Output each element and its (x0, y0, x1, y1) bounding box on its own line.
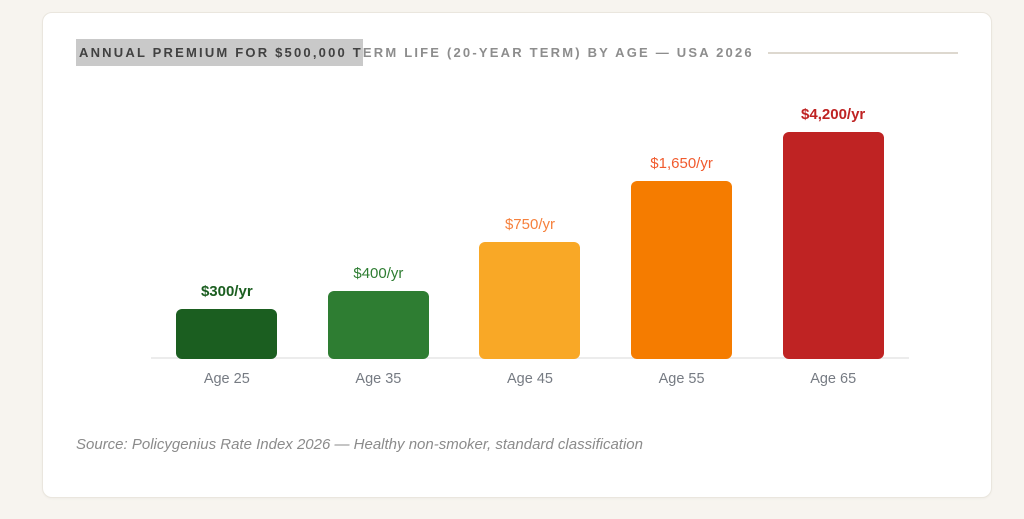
x-axis-tick-label-age-65: Age 65 (810, 371, 857, 387)
bar-column-age-45: $750/yr (454, 103, 606, 359)
bar-column-age-65: $4,200/yr (757, 103, 909, 359)
bar-age-65 (782, 132, 884, 359)
source-note: Source: Policygenius Rate Index 2026 — H… (76, 436, 643, 453)
bar-column-age-35: $400/yr (303, 103, 455, 359)
x-axis-tick-label-age-35: Age 35 (355, 371, 402, 387)
bar-value-label-age-65: $4,200/yr (801, 106, 866, 123)
bar-value-label-age-35: $400/yr (353, 265, 404, 282)
chart-title-highlighted-text: ANNUAL PREMIUM FOR $500,000 T (76, 39, 363, 66)
bar-value-label-age-45: $750/yr (504, 216, 555, 233)
x-axis-tick-label-age-55: Age 55 (658, 371, 705, 387)
x-axis-tick-labels-row: Age 25 Age 35 Age 45 Age 55 Age 65 (151, 371, 909, 387)
bar-column-age-55: $1,650/yr (606, 103, 758, 359)
bar-age-55 (631, 181, 733, 359)
bar-chart-plot-area: $300/yr $400/yr $750/yr $1,650/yr $4,200/yr (151, 103, 909, 359)
bar-age-35 (327, 291, 429, 359)
chart-title-rest-text: ERM LIFE (20-YEAR TERM) BY AGE — USA 202… (362, 45, 754, 60)
chart-header: ANNUAL PREMIUM FOR $500,000 TERM LIFE (2… (76, 39, 958, 66)
x-axis-tick-label-age-25: Age 25 (203, 371, 250, 387)
bar-age-45 (479, 242, 581, 359)
bar-value-label-age-55: $1,650/yr (650, 155, 713, 172)
chart-title: ANNUAL PREMIUM FOR $500,000 TERM LIFE (2… (76, 39, 754, 66)
bar-age-25 (176, 309, 278, 359)
title-rule-line (767, 52, 958, 54)
chart-card: ANNUAL PREMIUM FOR $500,000 TERM LIFE (2… (42, 12, 992, 498)
bar-value-label-age-25: $300/yr (200, 283, 253, 300)
x-axis-tick-label-age-45: Age 45 (507, 371, 553, 387)
bar-column-age-25: $300/yr (151, 103, 303, 359)
